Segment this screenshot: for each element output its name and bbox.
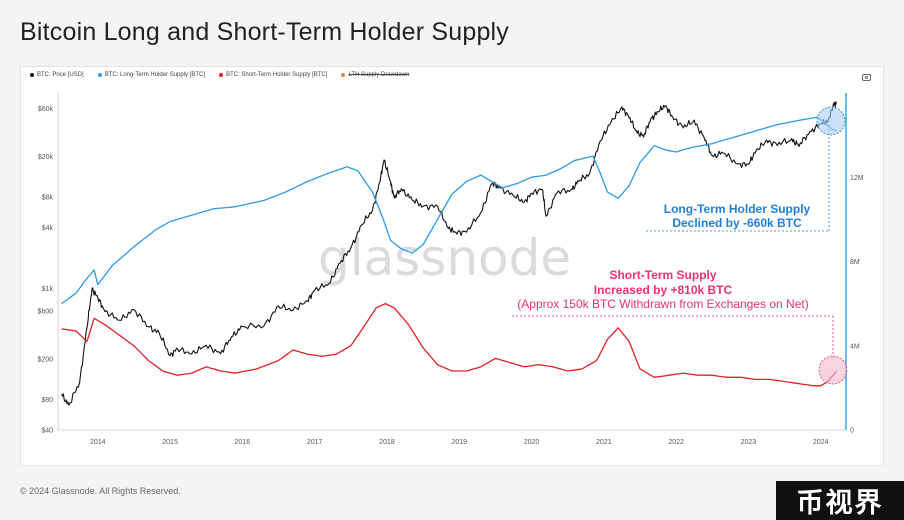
chart-panel [20,66,884,466]
tick-labels: 2014 2015 2016 2017 2018 2019 2020 2021 2022 2023… [37,106,863,446]
x-tick-label: 2017 [307,439,323,446]
legend-item-sth[interactable]: BTC: Short-Term Holder Supply [BTC] [219,72,327,78]
legend-label: LTH Supply Drawdown [348,72,410,78]
sth-highlight-circle [818,355,848,385]
x-tick-label: 2024 [813,439,829,446]
legend-label: BTC: Short-Term Holder Supply [BTC] [226,72,328,78]
y-right-tick-label: 4M [850,343,860,350]
x-tick-label: 2022 [668,439,684,446]
copyright: © 2024 Glassnode. All Rights Reserved. [20,486,181,496]
y-left-tick-label: $20k [38,154,54,161]
camera-icon[interactable] [862,74,871,81]
legend-label: BTC: Price [USD] [37,72,84,78]
legend-dot-icon [341,73,346,77]
legend: BTC: Price [USD] BTC: Long-Term Holder S… [30,72,409,78]
sth-annotation-line1: Short-Term Supply [609,268,716,282]
lth-highlight-circle [816,106,846,136]
y-left-tick-label: $8k [42,194,54,201]
sth-supply-line [61,302,838,387]
chart-title: Bitcoin Long and Short-Term Holder Suppl… [20,18,510,46]
x-tick-label: 2023 [741,439,757,446]
y-right-tick-label: 12M [850,175,864,182]
series-lines [61,101,838,406]
y-right-tick-label: 8M [850,259,860,266]
y-left-tick-label: $1k [42,286,54,293]
sth-annotation-line3: (Approx 150k BTC Withdrawn from Exchange… [517,297,808,311]
x-tick-label: 2020 [524,439,540,446]
price-line [61,101,838,406]
legend-dot-icon [97,73,102,77]
y-right-tick-label: 0 [850,428,854,435]
lth-supply-line [61,116,837,305]
lth-annotation-line2: Declined by -660k BTC [672,216,802,230]
watermark: glassnode [318,229,571,287]
y-left-tick-label: $40 [41,428,53,435]
y-left-tick-label: $60k [38,106,54,113]
x-tick-label: 2016 [235,439,251,446]
legend-item-price[interactable]: BTC: Price [USD] [30,72,84,78]
x-tick-label: 2019 [451,439,467,446]
x-tick-label: 2015 [162,439,178,446]
y-left-tick-label: $600 [37,308,53,315]
legend-item-drawdown[interactable]: LTH Supply Drawdown [341,72,409,78]
y-left-tick-label: $4k [42,225,54,232]
legend-item-lth[interactable]: BTC: Long-Term Holder Supply [BTC] [97,72,206,78]
legend-dot-icon [219,73,224,77]
lth-annotation-line1: Long-Term Holder Supply [664,202,811,216]
y-left-tick-label: $200 [37,357,53,364]
brand-logo: 币视界 [776,481,904,520]
x-tick-label: 2021 [596,439,612,446]
sth-annotation-line2: Increased by +810k BTC [594,283,733,297]
legend-dot-icon [30,73,34,77]
legend-label: BTC: Long-Term Holder Supply [BTC] [104,72,206,78]
x-tick-label: 2014 [90,439,106,446]
x-tick-label: 2018 [379,439,395,446]
y-left-tick-label: $80 [41,397,53,404]
